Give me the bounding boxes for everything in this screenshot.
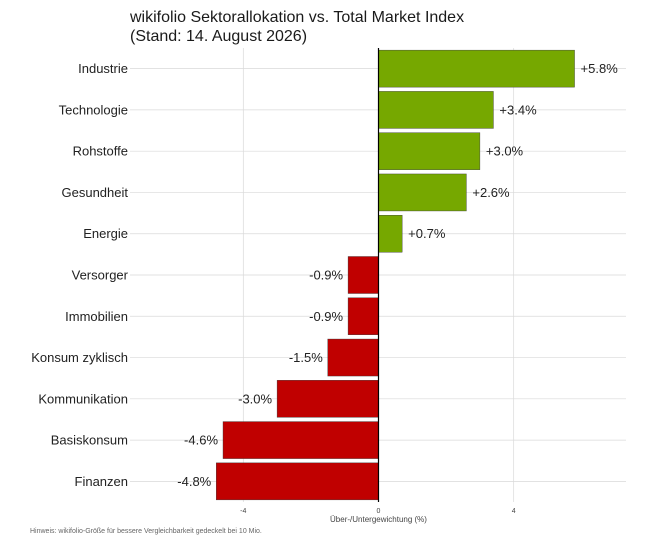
data-label: +3.0% [486,144,524,159]
category-label: Versorger [72,268,129,283]
category-label: Energie [83,226,128,241]
bar [276,380,379,418]
x-tick-label: 0 [377,508,381,515]
category-label: Industrie [78,61,128,76]
bar [378,49,575,88]
category-label: Finanzen [75,474,128,489]
bar [216,462,379,501]
data-label: -0.9% [309,268,343,283]
category-label: Basiskonsum [51,433,128,448]
bar [378,173,467,212]
data-label: -0.9% [309,309,343,324]
data-label: +2.6% [472,185,510,200]
data-label: -4.8% [177,474,211,489]
category-label: Konsum zyklisch [31,350,128,365]
data-label: +5.8% [581,61,619,76]
x-tick-label: -4 [240,508,246,515]
bar [378,132,481,170]
category-label: Gesundheit [62,185,129,200]
data-label: -4.6% [184,433,218,448]
bar [327,338,379,377]
bar [347,256,379,294]
category-label: Technologie [59,102,128,117]
chart-subtitle: (Stand: 14. August 2026) [130,28,308,45]
bar [222,421,379,459]
bar [347,297,379,335]
bar [378,215,403,253]
footnote: Hinweis: wikifolio-Größe für bessere Ver… [30,528,262,535]
data-label: +0.7% [408,226,446,241]
data-label: +3.4% [499,102,537,117]
x-tick-label: 4 [512,508,516,515]
bar [378,91,494,129]
category-label: Kommunikation [38,391,128,406]
data-label: -3.0% [238,391,272,406]
category-label: Immobilien [65,309,128,324]
category-label: Rohstoffe [73,144,128,159]
x-axis-title: Über-/Untergewichtung (%) [330,515,427,524]
data-label: -1.5% [289,350,323,365]
chart-title: wikifolio Sektorallokation vs. Total Mar… [130,9,465,26]
